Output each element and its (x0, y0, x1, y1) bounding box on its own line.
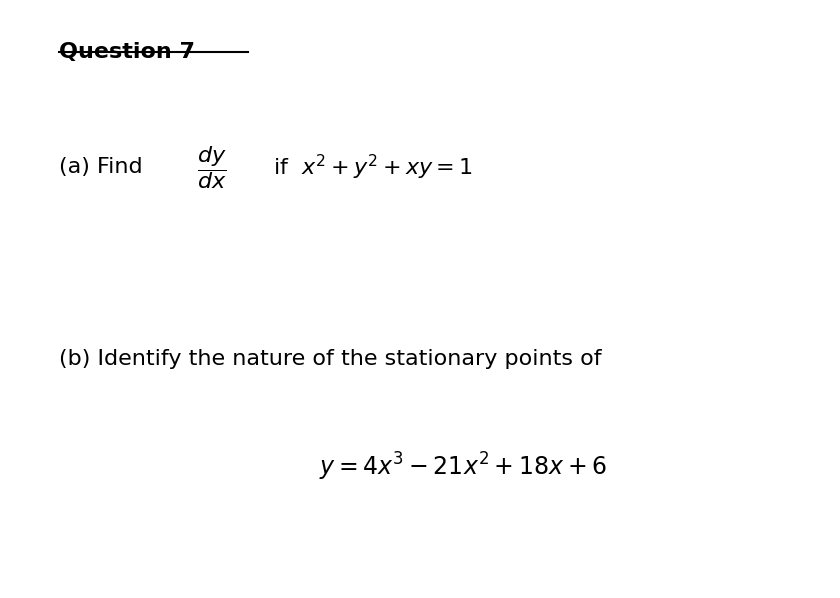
Text: if  $x^2 + y^2 + xy = 1$: if $x^2 + y^2 + xy = 1$ (273, 153, 473, 182)
Text: Question 7: Question 7 (59, 42, 195, 62)
Text: (a) Find: (a) Find (59, 157, 143, 178)
Text: $y = 4x^3 - 21x^2 + 18x + 6$: $y = 4x^3 - 21x^2 + 18x + 6$ (319, 450, 607, 483)
Text: $\dfrac{dy}{dx}$: $\dfrac{dy}{dx}$ (197, 144, 227, 191)
Text: (b) Identify the nature of the stationary points of: (b) Identify the nature of the stationar… (59, 349, 601, 369)
